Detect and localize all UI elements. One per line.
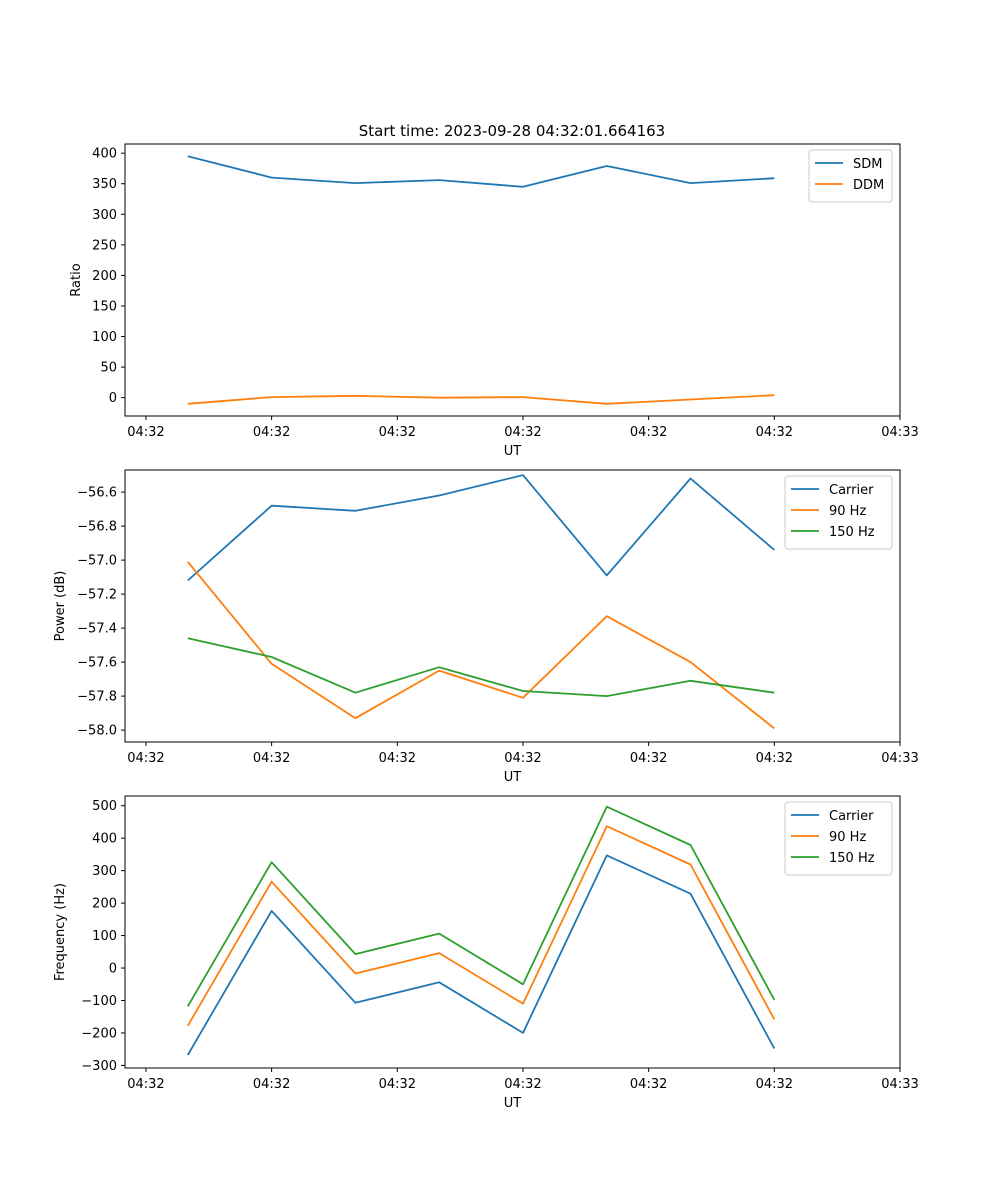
- y-tick-label: −57.0: [77, 554, 117, 569]
- y-tick-label: 300: [92, 208, 117, 223]
- x-tick-label: 04:32: [504, 425, 541, 440]
- x-tick-label: 04:32: [756, 1077, 793, 1092]
- chart-panel-2: −58.0 −57.8 −57.6 −57.4 −57.2 −57.0 −56.8 −56.6…: [53, 469, 919, 785]
- series-line-ddm: [187, 394, 775, 405]
- y-tick-label: 200: [92, 269, 117, 284]
- y-tick-label: −57.6: [77, 656, 117, 671]
- x-tick-label: 04:32: [630, 425, 667, 440]
- x-tick-label: 04:32: [253, 1077, 290, 1092]
- chart-panel-1: 0 50 100 150 200 250 300 350 400 04:32 04:32 04:32 0…: [69, 143, 919, 459]
- legend-entry: Carrier: [829, 483, 874, 498]
- x-tick-label: 04:32: [630, 1077, 667, 1092]
- x-tick-label: 04:32: [253, 425, 290, 440]
- legend-entry: DDM: [853, 178, 884, 193]
- y-tick-label: −300: [81, 1059, 117, 1074]
- chart-panel-3: −300 −200 −100 0 100 200 300 400 500 04:32 04:32 04…: [53, 795, 919, 1111]
- x-axis-label: UT: [504, 770, 522, 785]
- y-tick-label: 400: [92, 832, 117, 847]
- legend-entry: 90 Hz: [829, 830, 866, 845]
- x-axis-label: UT: [504, 1096, 522, 1111]
- x-tick-label: 04:32: [379, 751, 416, 766]
- x-tick-label: 04:32: [253, 751, 290, 766]
- plot-area-frame: [124, 795, 901, 1069]
- y-tick-label: 350: [92, 177, 117, 192]
- y-tick-label: −57.8: [77, 690, 117, 705]
- y-tick-label: 300: [92, 864, 117, 879]
- legend: Carrier 90 Hz 150 Hz: [784, 475, 893, 550]
- legend-entry: SDM: [853, 157, 882, 172]
- x-tick-label: 04:32: [504, 1077, 541, 1092]
- chart-title: Start time: 2023-09-28 04:32:01.664163: [359, 122, 665, 140]
- series-line-90-hz: [187, 561, 775, 730]
- x-tick-label: 04:32: [504, 751, 541, 766]
- y-tick-label: 0: [109, 962, 117, 977]
- legend-entry: 150 Hz: [829, 525, 875, 540]
- x-tick-label: 04:32: [756, 751, 793, 766]
- series-line-150-hz: [187, 805, 776, 1007]
- legend-entry: 150 Hz: [829, 851, 875, 866]
- y-axis-label: Ratio: [69, 263, 84, 296]
- series-line-sdm: [187, 155, 775, 188]
- series-line-150-hz: [187, 637, 775, 697]
- x-tick-label: 04:33: [881, 425, 918, 440]
- y-tick-label: 0: [109, 391, 117, 406]
- series-line-90-hz: [187, 825, 776, 1027]
- series-line-carrier: [187, 474, 775, 582]
- y-tick-label: −57.4: [77, 622, 117, 637]
- plot-area-frame: [124, 143, 901, 417]
- x-tick-label: 04:32: [127, 751, 164, 766]
- x-tick-label: 04:33: [881, 751, 918, 766]
- y-tick-label: 50: [100, 361, 117, 376]
- y-tick-label: −58.0: [77, 724, 117, 739]
- y-tick-label: 150: [92, 299, 117, 314]
- y-tick-label: −56.6: [77, 486, 117, 501]
- y-tick-label: 200: [92, 897, 117, 912]
- x-tick-label: 04:32: [756, 425, 793, 440]
- y-tick-label: 100: [92, 330, 117, 345]
- x-tick-label: 04:32: [127, 425, 164, 440]
- legend-entry: 90 Hz: [829, 504, 866, 519]
- y-tick-label: 400: [92, 147, 117, 162]
- x-tick-label: 04:33: [881, 1077, 918, 1092]
- legend-entry: Carrier: [829, 809, 874, 824]
- y-axis-label: Frequency (Hz): [53, 883, 68, 981]
- y-tick-label: 250: [92, 238, 117, 253]
- y-tick-label: −200: [81, 1026, 117, 1041]
- legend: SDM DDM: [808, 149, 893, 203]
- legend: Carrier 90 Hz 150 Hz: [784, 801, 893, 876]
- y-tick-label: 100: [92, 929, 117, 944]
- plot-area-frame: [124, 469, 901, 743]
- x-tick-label: 04:32: [379, 425, 416, 440]
- y-tick-label: −57.2: [77, 588, 117, 603]
- y-tick-label: −100: [81, 994, 117, 1009]
- x-tick-label: 04:32: [379, 1077, 416, 1092]
- x-axis-label: UT: [504, 444, 522, 459]
- y-axis-label: Power (dB): [53, 571, 68, 642]
- x-tick-label: 04:32: [630, 751, 667, 766]
- y-tick-label: −56.8: [77, 520, 117, 535]
- y-tick-label: 500: [92, 799, 117, 814]
- x-tick-label: 04:32: [127, 1077, 164, 1092]
- series-line-carrier: [187, 854, 776, 1056]
